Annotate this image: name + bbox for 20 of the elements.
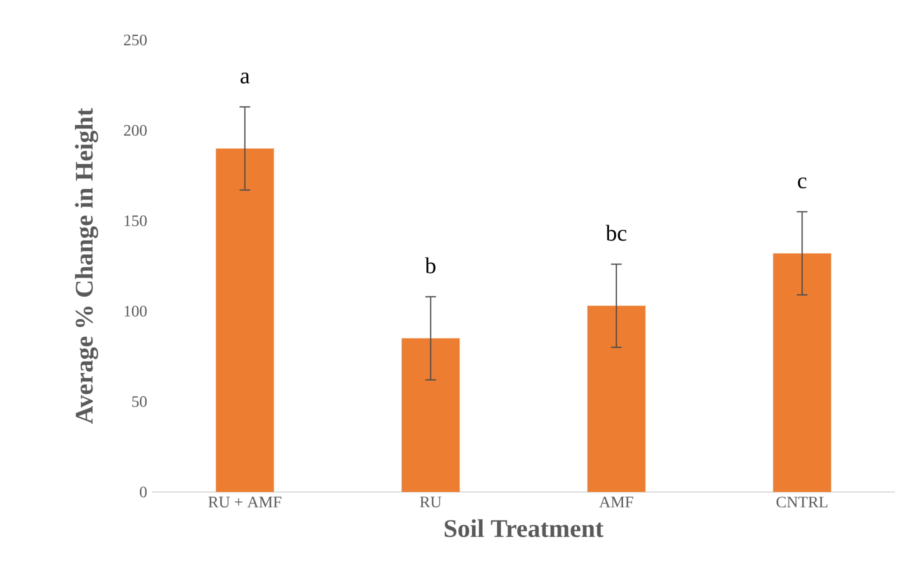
bar [402,338,460,492]
annotation: b [424,257,436,274]
x-tick-label: CNTRL [776,496,828,508]
annotation: a [240,72,250,84]
y-axis-title: Average % Change in Height [74,108,98,424]
y-tick-label: 100 [124,306,147,317]
bar [216,148,274,492]
y-tick-label: 200 [124,124,147,136]
x-tick-label: RU + AMF [208,496,282,508]
y-tick-label: 0 [140,486,147,498]
x-axis-title: Soil Treatment [444,519,604,538]
annotation: bc [606,224,626,241]
y-tick-label: 250 [124,34,147,46]
y-tick-label: 150 [124,215,147,226]
bar [773,253,832,492]
annotation: c [798,177,806,188]
bar [587,306,646,492]
x-tick-label: AMF [599,496,634,508]
x-tick-label: RU [420,496,442,508]
y-tick-label: 50 [132,396,147,407]
